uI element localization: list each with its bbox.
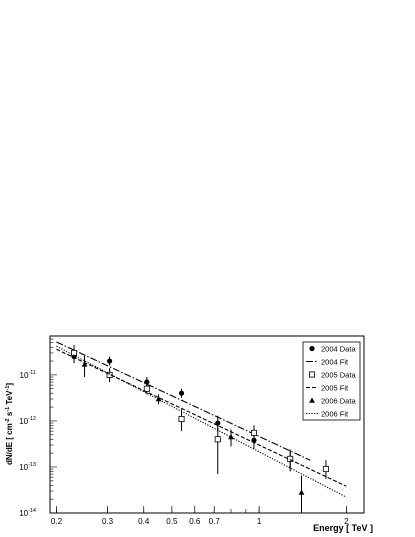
data-point <box>250 429 257 436</box>
y-axis-label: dN/dE [ cm-2 s-1 TeV-1] <box>5 383 14 465</box>
series-2006-data <box>81 355 305 513</box>
fit-line <box>56 345 347 498</box>
x-axis-label: Energy [ TeV ] <box>313 523 373 533</box>
x-tick-label: 0.2 <box>51 517 63 526</box>
series-layer <box>56 341 347 513</box>
x-tick-label: 0.4 <box>138 517 150 526</box>
fit-line <box>56 341 311 461</box>
data-point <box>81 361 88 367</box>
series-2004-fit <box>56 341 311 461</box>
x-axis: 0.2 0.3 0.4 0.5 0.6 0.7 1 2 <box>51 506 349 526</box>
legend-swatch <box>308 371 315 378</box>
y-tick-label: 10-13 <box>19 462 36 472</box>
y-axis: 10-14 10-13 10-12 10-11 <box>19 335 57 518</box>
legend-label: 2006 Fit <box>321 409 349 418</box>
legend-label: 2005 Data <box>321 370 356 379</box>
legend-swatch <box>309 345 315 352</box>
x-tick-label: 1 <box>257 517 262 526</box>
data-point <box>144 379 150 385</box>
plot-area: 0.2 0.3 0.4 0.5 0.6 0.7 1 2 10-1410-1310-1210-1… <box>19 335 365 526</box>
data-point <box>178 416 185 423</box>
legend-swatch <box>309 397 315 403</box>
series-2006-fit <box>56 345 347 498</box>
data-point <box>106 358 113 364</box>
x-tick-label: 0.6 <box>189 517 201 526</box>
data-point <box>298 489 305 495</box>
legend-label: 2004 Fit <box>321 357 349 366</box>
fit-line <box>56 348 347 487</box>
legend-box <box>302 341 361 421</box>
series-2004-data <box>71 350 293 472</box>
data-point <box>228 433 234 440</box>
legend: 2004 Data 2004 Fit 2005 Data 2005 Fit 2006 D… <box>302 341 361 421</box>
y-tick-label: 10-14 <box>19 508 36 518</box>
legend-label: 2006 Data <box>321 396 356 405</box>
x-tick-label: 2 <box>344 517 349 526</box>
x-tick-label: 0.7 <box>209 517 221 526</box>
data-point <box>178 390 185 396</box>
series-2005-fit <box>56 348 347 487</box>
legend-label: 2005 Fit <box>321 383 349 392</box>
y-tick-label: 10-11 <box>20 370 36 380</box>
data-point <box>322 466 329 473</box>
x-tick-label: 0.5 <box>166 517 178 526</box>
data-point <box>143 385 150 392</box>
legend-label: 2004 Data <box>321 344 356 353</box>
data-point <box>71 349 78 356</box>
data-point <box>214 436 221 443</box>
plot-frame <box>49 335 365 514</box>
x-tick-label: 0.3 <box>102 517 114 526</box>
y-tick-label: 10-12 <box>19 416 36 426</box>
